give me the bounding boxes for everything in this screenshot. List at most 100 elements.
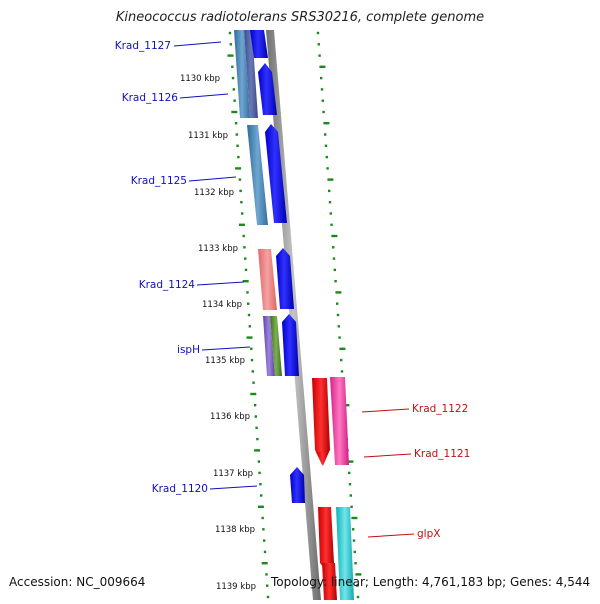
ruler-minor-tick [334,280,337,283]
ruler-minor-tick [336,313,340,317]
ruler-major-tick [246,336,253,339]
leader-line [188,176,237,182]
cds-arrow-isph[interactable] [282,314,299,376]
ruler-minor-tick [236,144,239,147]
ruler-minor-tick [235,133,238,136]
gene-label-krad-1125[interactable]: Krad_1125 [131,175,187,187]
ruler-label: 1131 kbp [188,131,228,141]
ruler-minor-tick [340,358,343,362]
ruler-minor-tick [262,528,265,531]
feature-bar-purple[interactable] [263,316,275,376]
ruler-major-tick [235,167,242,170]
ruler-label: 1134 kbp [202,300,242,310]
gene-label-krad-1122[interactable]: Krad_1122 [412,403,468,415]
leader-line [367,533,415,538]
ruler-minor-tick [326,167,329,170]
ruler-major-tick [331,234,338,238]
cds-arrow-krad-1126[interactable] [258,63,277,115]
ruler-minor-tick [352,528,355,531]
map-title: Kineococcus radiotolerans SRS30216, comp… [115,10,485,25]
ruler-minor-tick [260,494,263,497]
ruler-label: 1139 kbp [216,582,256,592]
ruler-minor-tick [239,189,242,193]
ruler-minor-tick [258,471,261,475]
feature-bar-steel[interactable] [247,125,268,225]
ruler-minor-tick [328,201,332,204]
cds-arrow-krad-1122[interactable] [312,378,330,465]
feature-bar-green[interactable] [270,316,282,376]
ruler-major-tick [257,505,264,508]
ruler-major-tick [335,291,342,294]
ruler-major-tick [347,460,354,463]
feature-bar-steel-dark[interactable] [244,30,258,118]
ruler-track-left [227,31,270,599]
gene-label-krad-1127[interactable]: Krad_1127 [115,40,171,52]
ruler-major-tick [242,280,249,283]
gene-label-krad-1126[interactable]: Krad_1126 [122,92,179,104]
ruler-minor-tick [243,246,246,249]
ruler-major-tick [343,404,350,407]
ruler-label: 1136 kbp [210,412,250,422]
ruler-minor-tick [232,88,235,91]
ruler-minor-tick [237,155,240,159]
ruler-minor-tick [356,595,360,599]
feature-bar-red[interactable] [322,563,337,600]
ruler-minor-tick [229,43,232,46]
ruler-minor-tick [234,122,238,125]
ruler-minor-tick [348,471,351,475]
ruler-label: 1133 kbp [198,244,238,254]
ruler-minor-tick [324,144,328,147]
ruler-minor-tick [250,358,254,362]
gene-label-krad-1121[interactable]: Krad_1121 [414,448,470,460]
leader-line [173,41,222,47]
ruler-minor-tick [241,212,244,215]
ruler-minor-tick [244,268,248,272]
accession-text: Accession: NC_009664 [9,575,146,589]
ruler-minor-tick [263,539,266,542]
ruler-major-tick [327,178,334,181]
cds-arrow-krad-1127[interactable] [250,30,268,58]
ruler-minor-tick [333,268,336,272]
ruler-minor-tick [259,483,262,486]
feature-bar-salmon[interactable] [258,249,277,310]
cds-arrow-glpx[interactable] [318,507,334,572]
feature-bar-pink[interactable] [330,377,349,465]
ruler-major-tick [254,449,261,452]
ruler-minor-tick [255,426,258,429]
ruler-minor-tick [228,31,232,35]
leader-line [196,281,245,286]
gene-label-glpx[interactable]: glpX [417,528,440,540]
cds-arrow-krad-1121[interactable] [316,452,329,466]
backbone-strand [266,30,321,600]
cds-arrow-krad-1125[interactable] [265,124,287,223]
cds-arrow-krad-1120[interactable] [290,467,305,503]
ruler-minor-tick [320,88,324,91]
ruler-minor-tick [317,43,320,46]
ruler-major-tick [227,54,234,57]
ruler-minor-tick [240,201,243,204]
gene-label-isph[interactable]: ispH [177,344,200,356]
ruler-minor-tick [325,155,328,159]
ruler-minor-tick [244,257,247,260]
ruler-minor-tick [253,404,257,407]
ruler-major-tick [261,562,268,565]
ruler-minor-tick [354,562,357,565]
ruler-labels: 1130 kbp 1131 kbp 1132 kbp 1133 kbp 1134… [180,74,256,592]
ruler-minor-tick [352,539,356,542]
feature-bar-cyan[interactable] [336,507,354,600]
ruler-major-tick [339,347,346,350]
ruler-minor-tick [231,76,235,80]
ruler-major-tick [319,65,326,68]
gene-label-krad-1124[interactable]: Krad_1124 [139,279,196,291]
ruler-minor-tick [328,189,331,193]
cds-arrow-krad-1124[interactable] [276,248,294,309]
left-gene-labels: Krad_1127 Krad_1126 Krad_1125 Krad_1124 … [115,40,258,495]
ruler-major-tick [355,573,362,576]
leader-line [179,93,229,99]
ruler-minor-tick [238,178,242,181]
feature-bar-steel[interactable] [234,30,250,118]
ruler-minor-tick [329,212,332,215]
gene-label-krad-1120[interactable]: Krad_1120 [152,483,208,495]
